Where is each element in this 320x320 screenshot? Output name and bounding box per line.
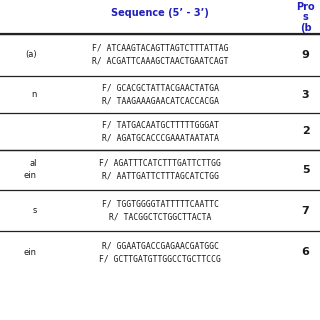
Text: ein: ein	[24, 248, 37, 257]
Text: s: s	[303, 12, 308, 22]
Text: Sequence (5’ - 3’): Sequence (5’ - 3’)	[111, 8, 209, 18]
Text: (a): (a)	[25, 50, 37, 60]
Text: 7: 7	[302, 205, 309, 216]
Text: al
ein: al ein	[24, 159, 37, 180]
Text: s: s	[32, 206, 37, 215]
Text: (b: (b	[300, 23, 311, 33]
Text: R/ GGAATGACCGAGAACGATGGC
F/ GCTTGATGTTGGCCTGCTTCCG: R/ GGAATGACCGAGAACGATGGC F/ GCTTGATGTTGG…	[99, 241, 221, 263]
Text: 9: 9	[302, 50, 309, 60]
Text: 6: 6	[302, 247, 309, 257]
Text: Pro: Pro	[296, 2, 315, 12]
Text: 3: 3	[302, 90, 309, 100]
Text: F/ GCACGCTATTACGAACTATGA
R/ TAAGAAAGAACATCACCACGA: F/ GCACGCTATTACGAACTATGA R/ TAAGAAAGAACA…	[101, 84, 219, 106]
Text: F/ TATGACAATGCTTTTTGGGAT
R/ AGATGCACCCGAAATAATATA: F/ TATGACAATGCTTTTTGGGAT R/ AGATGCACCCGA…	[101, 120, 219, 142]
Text: F/ TGGTGGGGTATTTTTCAATTC
R/ TACGGCTCTGGCTTACTA: F/ TGGTGGGGTATTTTTCAATTC R/ TACGGCTCTGGC…	[101, 200, 219, 221]
Text: n: n	[31, 90, 37, 99]
Text: 2: 2	[302, 126, 309, 136]
Text: F/ ATCAAGTACAGTTAGTCTTTATTAG
R/ ACGATTCAAAGCTAACTGAATCAGT: F/ ATCAAGTACAGTTAGTCTTTATTAG R/ ACGATTCA…	[92, 44, 228, 66]
Text: F/ AGATTTCATCTTTGATTCTTGG
R/ AATTGATTCTTTAGCATCTGG: F/ AGATTTCATCTTTGATTCTTGG R/ AATTGATTCTT…	[99, 159, 221, 181]
Text: 5: 5	[302, 165, 309, 175]
